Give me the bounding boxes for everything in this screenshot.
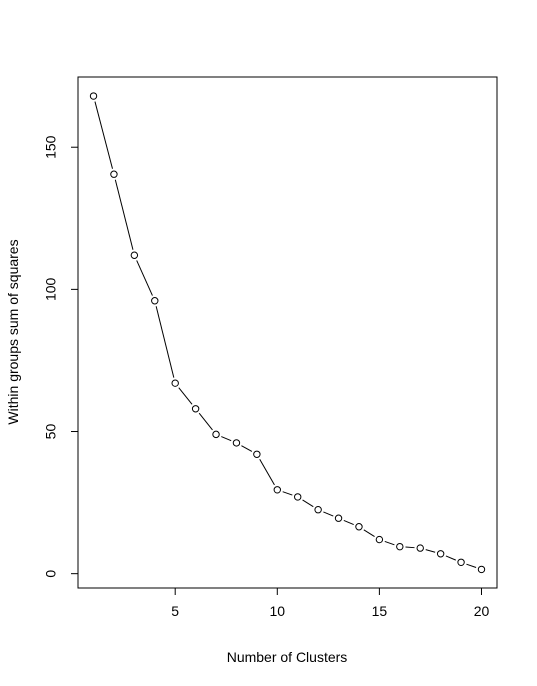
series-segment <box>384 540 395 546</box>
x-axis: 5 10 15 20 <box>171 587 490 619</box>
data-point <box>436 550 445 558</box>
data-point <box>294 493 302 501</box>
data-point <box>130 251 139 259</box>
data-point <box>171 379 179 387</box>
y-tick-label: 50 <box>43 424 59 440</box>
data-point <box>110 170 118 178</box>
x-tick-label: 15 <box>372 603 388 619</box>
series-segment <box>155 306 175 378</box>
series-segment <box>302 499 314 508</box>
data-point <box>89 92 98 100</box>
x-tick-label: 20 <box>474 603 490 619</box>
data-point <box>457 558 465 566</box>
data-point <box>151 297 159 305</box>
series-segment <box>114 179 134 250</box>
series-segment <box>259 458 275 486</box>
series-segment <box>323 511 334 517</box>
data-point <box>273 486 281 494</box>
series-segment <box>445 555 456 561</box>
series-segment <box>198 412 213 431</box>
data-point <box>334 514 343 522</box>
data-point <box>212 430 220 439</box>
x-tick-label: 5 <box>171 603 179 619</box>
series-segment <box>405 546 415 549</box>
data-point <box>396 542 404 551</box>
plot-area-frame <box>77 76 498 589</box>
data-point <box>314 506 322 514</box>
data-point <box>253 450 261 458</box>
x-tick-label: 10 <box>270 603 286 619</box>
series-segment <box>425 549 436 553</box>
series-segment <box>343 519 354 526</box>
data-point <box>375 535 384 544</box>
series-line-group <box>94 101 477 569</box>
data-point <box>191 405 200 413</box>
data-point <box>416 544 424 552</box>
y-axis-label: Within groups sum of squares <box>5 239 21 424</box>
y-tick-label: 150 <box>43 135 59 159</box>
series-segment <box>282 491 293 496</box>
series-segment <box>221 436 232 442</box>
x-axis-label: Number of Clusters <box>227 649 348 665</box>
series-segment <box>94 101 113 169</box>
series-segment <box>241 445 253 452</box>
series-segment <box>136 260 153 296</box>
data-point <box>477 565 486 574</box>
data-point <box>232 439 241 447</box>
y-axis: 0 50 100 150 <box>43 135 79 578</box>
data-points-group <box>89 92 486 574</box>
series-segment <box>466 563 477 569</box>
y-tick-label: 100 <box>43 277 59 301</box>
data-point <box>355 523 363 531</box>
series-segment <box>178 387 193 405</box>
y-tick-label: 0 <box>43 570 59 578</box>
series-segment <box>363 529 375 537</box>
